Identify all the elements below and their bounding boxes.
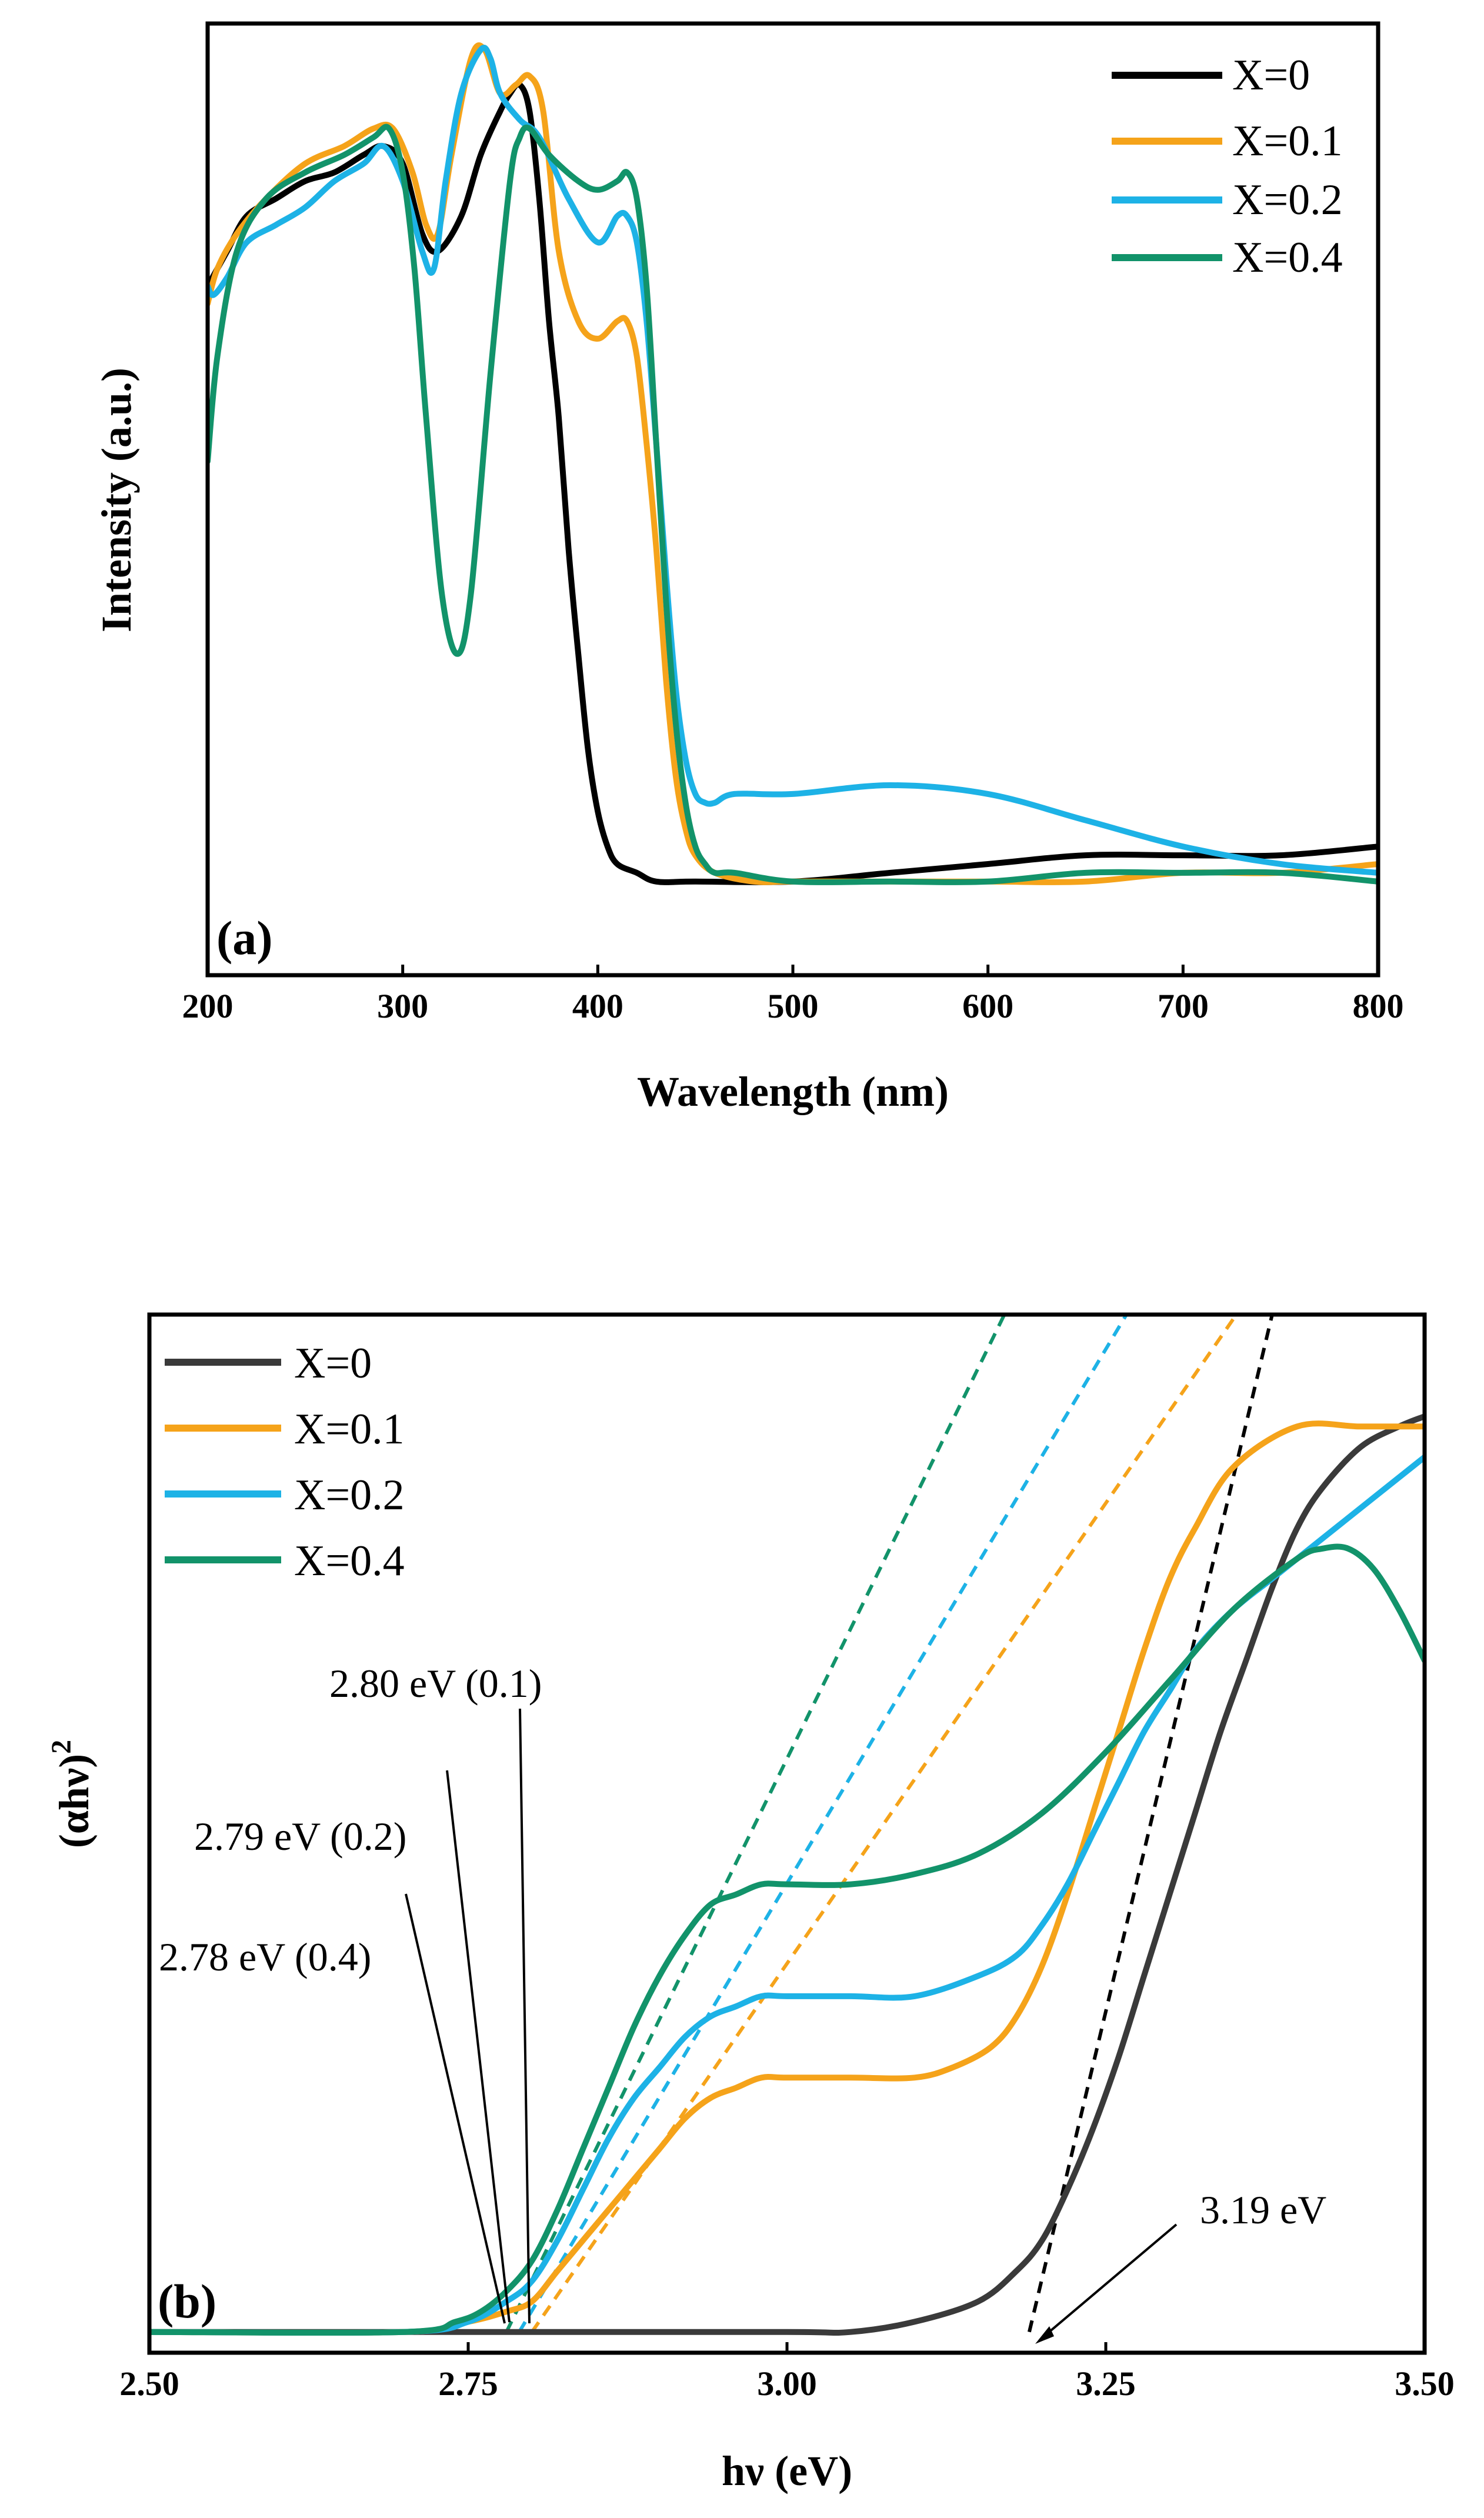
- panel-b: 2.50 2.75 3.00 3.25 3.50 2.80 eV (0.1) 2.79 …: [46, 1312, 1455, 2494]
- x-tick-label-b-4: 3.50: [1395, 2364, 1455, 2403]
- x-tick-label-a-2: 400: [572, 987, 623, 1025]
- x-tick-label-a-4: 600: [962, 987, 1013, 1025]
- legend-label-b-0: X=0: [294, 1339, 372, 1388]
- y-axis-title-b: (αhν)2: [46, 1740, 98, 1848]
- legend-label-b-1: X=0.1: [294, 1405, 405, 1453]
- x-tick-label-a-5: 700: [1158, 987, 1209, 1025]
- annotation-line-2: [405, 1893, 506, 2324]
- plot-area-b: [149, 1315, 1425, 2336]
- series-line-b-3: [149, 1543, 1425, 2336]
- legend-label-b-3: X=0.4: [294, 1537, 405, 1585]
- fit-line-3: [1028, 1315, 1274, 2333]
- x-tick-label-a-6: 800: [1353, 987, 1404, 1025]
- fit-line-2: [530, 1315, 1239, 2333]
- x-tick-label-a-0: 200: [182, 987, 234, 1025]
- x-tick-label-a-3: 500: [768, 987, 819, 1025]
- x-tick-label-b-2: 3.00: [757, 2364, 817, 2403]
- x-tick-label-a-1: 300: [377, 987, 428, 1025]
- x-ticks-b: 2.50 2.75 3.00 3.25 3.50: [119, 2342, 1455, 2403]
- legend-b: X=0 X=0.1 X=0.2 X=0.4: [165, 1339, 405, 1585]
- legend-label-b-2: X=0.2: [294, 1471, 405, 1519]
- x-ticks-a: 200 300 400 500 600 700 800: [182, 965, 1404, 1025]
- y-axis-title-b-base: (αhν): [51, 1754, 98, 1848]
- panel-label-a: (a): [216, 911, 273, 965]
- fit-line-0: [505, 1315, 1006, 2333]
- annotation-label-1: 2.79 eV (0.2): [194, 1814, 406, 1859]
- series-line-a-3: [208, 124, 1378, 885]
- fit-line-1: [518, 1315, 1129, 2333]
- series-line-b-0: [149, 1413, 1425, 2336]
- panel-label-b: (b): [158, 2274, 216, 2328]
- series-line-b-1: [149, 1420, 1425, 2336]
- annotation-label-2: 2.78 eV (0.4): [159, 1935, 371, 1979]
- annotation-line-0: [519, 1708, 531, 2324]
- x-tick-label-b-3: 3.25: [1076, 2364, 1136, 2403]
- legend-a: X=0 X=0.1 X=0.2 X=0.4: [1112, 51, 1343, 282]
- series-group-a: [208, 42, 1378, 885]
- y-axis-title-b-exponent: 2: [46, 1740, 77, 1754]
- annotation-label-3: 3.19 eV: [1200, 2187, 1326, 2232]
- x-axis-title-b: hν (eV): [722, 2447, 852, 2494]
- y-axis-title-a: Intensity (a.u.): [93, 368, 140, 632]
- legend-label-a-2: X=0.2: [1232, 176, 1343, 224]
- panel-a: 200 300 400 500 600 700 800 (a) Wavelength (nm…: [93, 21, 1404, 1115]
- series-group-b: [149, 1413, 1425, 2336]
- annotation-line-3: [1039, 2223, 1178, 2341]
- series-line-a-2: [208, 45, 1378, 876]
- plot-area-a: [208, 42, 1378, 885]
- annotation-label-0: 2.80 eV (0.1): [329, 1661, 542, 1706]
- legend-label-a-3: X=0.4: [1232, 234, 1343, 282]
- legend-label-a-1: X=0.1: [1232, 117, 1343, 165]
- x-tick-label-b-0: 2.50: [119, 2364, 179, 2403]
- annotation-arrowhead-3: [1035, 2326, 1054, 2344]
- x-axis-title-a: Wavelength (nm): [637, 1068, 949, 1115]
- fit-lines-b: [505, 1315, 1274, 2333]
- x-tick-label-b-1: 2.75: [438, 2364, 498, 2403]
- annotation-line-1: [446, 1770, 511, 2323]
- series-line-a-1: [208, 42, 1378, 885]
- annotations-b: 2.80 eV (0.1) 2.79 eV (0.2) 2.78 eV (0.4…: [159, 1661, 1326, 2344]
- series-line-a-0: [208, 81, 1378, 885]
- legend-label-a-0: X=0: [1232, 51, 1310, 99]
- plot-frame-a: [205, 21, 1380, 978]
